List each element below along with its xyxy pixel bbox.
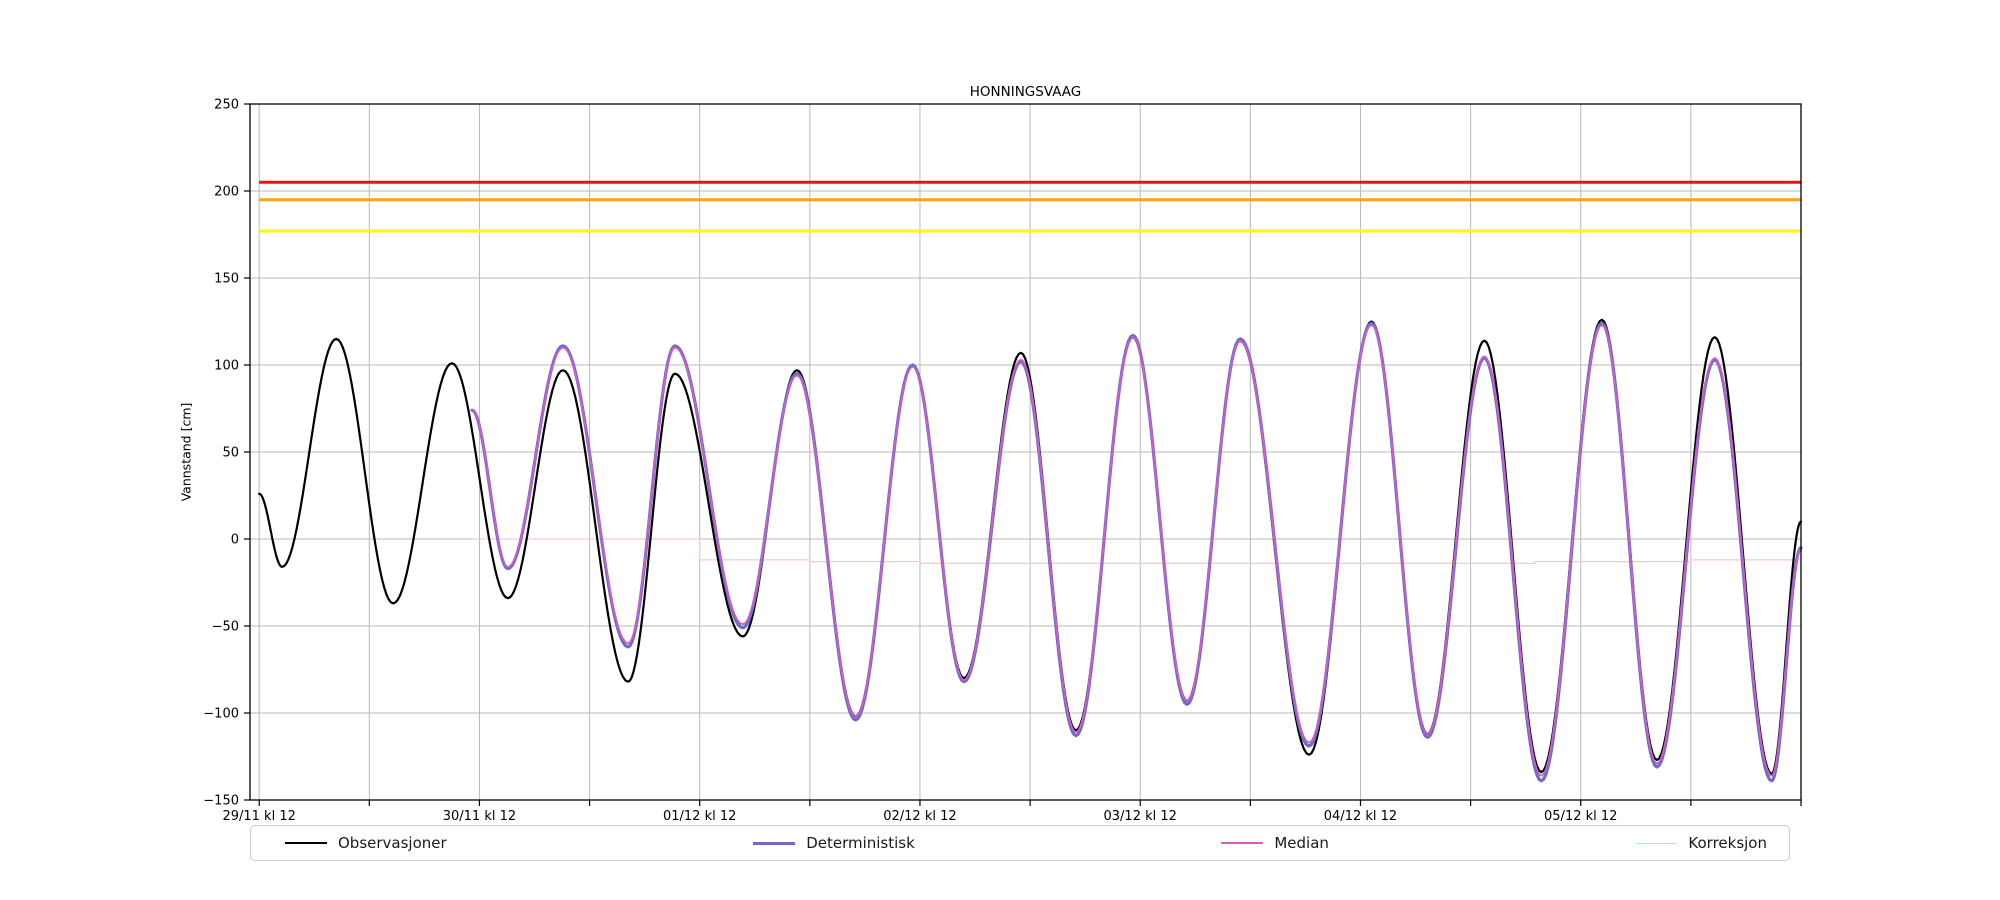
legend-item-observasjoner: Observasjoner — [285, 834, 447, 852]
legend-swatch-observasjoner — [285, 842, 327, 844]
x-tick-label: 04/12 kl 12 — [1324, 809, 1397, 824]
legend-item-korreksjon: Korreksjon — [1635, 834, 1767, 852]
y-tick-label: −150 — [203, 794, 239, 809]
series-deterministisk-line — [470, 321, 1803, 783]
legend: Observasjoner Deterministisk Median Korr… — [250, 825, 1790, 861]
y-tick-label: −50 — [212, 620, 239, 635]
y-tick-label: 100 — [214, 359, 239, 374]
x-tick-label: 05/12 kl 12 — [1544, 809, 1617, 824]
legend-label-deterministisk: Deterministisk — [806, 834, 915, 852]
grid — [250, 103, 1802, 801]
threshold-lines — [259, 180, 1801, 233]
x-tick-label: 29/11 kl 12 — [222, 809, 295, 824]
legend-swatch-deterministisk — [753, 841, 796, 845]
series-median-line — [471, 324, 1802, 777]
legend-label-median: Median — [1274, 834, 1329, 852]
y-tick-label: 50 — [222, 446, 239, 461]
legend-swatch-korreksjon — [1635, 842, 1678, 844]
series-korreksjon-line — [471, 538, 1802, 564]
y-tick-label: 150 — [214, 272, 239, 287]
y-axis-label: Vannstand [cm] — [178, 402, 194, 502]
legend-label-korreksjon: Korreksjon — [1688, 834, 1767, 852]
legend-swatch-median — [1221, 842, 1264, 844]
legend-item-deterministisk: Deterministisk — [753, 834, 915, 852]
x-tick-label: 01/12 kl 12 — [663, 809, 736, 824]
y-tick-label: 250 — [214, 98, 239, 113]
legend-item-median: Median — [1221, 834, 1329, 852]
series — [258, 318, 1803, 783]
x-tick-label: 30/11 kl 12 — [443, 809, 516, 824]
x-tick-label: 02/12 kl 12 — [883, 809, 956, 824]
legend-label-observasjoner: Observasjoner — [338, 834, 447, 852]
y-tick-label: 200 — [214, 185, 239, 200]
chart-title: HONNINGSVAAG — [969, 84, 1082, 100]
x-tick-label: 03/12 kl 12 — [1104, 809, 1177, 824]
y-tick-label: −100 — [203, 707, 239, 722]
axes: 29/11 kl 12 30/11 kl 12 01/12 kl 12 02/12 k… — [203, 98, 1802, 824]
y-tick-label: 0 — [231, 533, 239, 548]
